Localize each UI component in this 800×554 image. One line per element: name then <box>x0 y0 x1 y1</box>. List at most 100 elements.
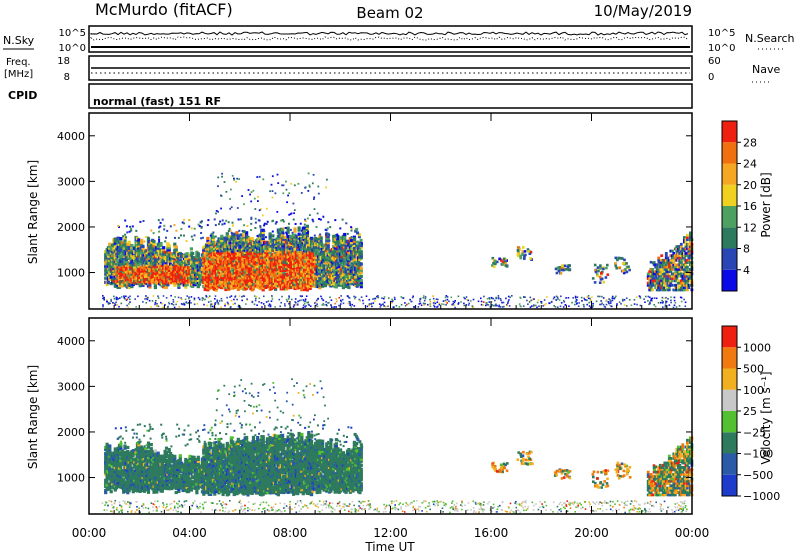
range-cell <box>117 225 120 228</box>
range-cell <box>177 296 180 299</box>
range-cell <box>145 257 149 261</box>
range-cell <box>127 279 131 283</box>
range-cell <box>391 299 394 302</box>
range-cell <box>498 305 500 308</box>
range-cell <box>236 238 240 242</box>
range-cell <box>325 303 327 306</box>
range-cell <box>652 263 656 267</box>
range-cell <box>264 236 267 239</box>
range-cell <box>327 221 330 224</box>
range-cell <box>495 296 497 299</box>
range-cell <box>658 270 662 274</box>
range-cell <box>302 299 305 301</box>
range-cell <box>613 297 616 300</box>
range-cell <box>581 300 583 302</box>
range-cell <box>511 295 513 297</box>
range-cell <box>323 281 327 286</box>
range-cell <box>345 222 348 225</box>
range-cell <box>209 247 213 251</box>
range-cell <box>243 224 246 227</box>
range-cell <box>347 249 351 253</box>
range-cell <box>294 223 297 225</box>
range-cell <box>268 250 272 254</box>
range-cell <box>211 235 216 239</box>
range-cell <box>605 266 608 270</box>
nsky-tick-top: 10^5 <box>59 28 86 39</box>
range-cell <box>350 240 354 245</box>
range-cell <box>314 302 316 304</box>
range-cell <box>664 279 668 283</box>
range-cell <box>257 200 259 202</box>
range-cell <box>127 240 131 244</box>
range-cell <box>200 232 203 234</box>
range-cell <box>381 303 384 306</box>
range-cell <box>328 233 331 236</box>
range-cell <box>615 295 617 298</box>
range-cell <box>229 207 232 210</box>
range-cell <box>587 297 590 300</box>
range-cell <box>192 264 196 268</box>
range-cell <box>429 305 432 308</box>
range-cell <box>276 173 279 176</box>
range-cell <box>185 240 188 242</box>
range-cell <box>271 295 273 298</box>
range-cell <box>145 236 148 238</box>
range-cell <box>119 237 123 241</box>
range-cell <box>119 239 123 243</box>
range-cell <box>192 256 196 260</box>
range-cell <box>488 297 491 299</box>
range-cell <box>663 261 667 264</box>
range-cell <box>661 263 665 267</box>
range-cell <box>250 191 253 193</box>
range-cell <box>484 304 487 307</box>
range-cell <box>575 303 578 305</box>
range-cell <box>125 225 128 228</box>
range-cell <box>120 241 124 245</box>
range-cell <box>112 279 116 283</box>
range-cell <box>301 282 305 286</box>
range-cell <box>188 219 191 222</box>
range-cell <box>258 209 261 212</box>
range-cell <box>239 233 243 237</box>
range-cell <box>574 297 577 299</box>
range-cell <box>336 241 340 245</box>
range-cell <box>297 234 301 238</box>
range-cell <box>609 299 611 301</box>
range-cell <box>495 305 497 307</box>
range-cell <box>231 174 234 177</box>
range-cell <box>337 271 341 275</box>
range-cell <box>558 299 561 301</box>
range-cell <box>658 261 662 264</box>
range-cell <box>321 304 323 306</box>
range-cell <box>593 281 597 284</box>
range-cell <box>661 274 665 278</box>
range-cell <box>648 286 652 289</box>
range-cell <box>395 304 398 307</box>
range-cell <box>551 300 553 303</box>
range-cell <box>657 272 661 276</box>
range-cell <box>156 304 158 307</box>
range-cell <box>328 239 331 242</box>
range-cell <box>368 303 371 305</box>
range-cell <box>229 229 232 232</box>
range-cell <box>518 248 522 251</box>
range-cell <box>557 269 561 273</box>
range-cell <box>142 220 145 222</box>
range-cell <box>660 258 664 262</box>
range-cell <box>588 305 591 307</box>
range-cell <box>247 282 251 286</box>
range-cell <box>279 270 283 274</box>
range-cell <box>274 222 277 225</box>
range-cell <box>356 231 360 235</box>
range-cell <box>655 279 659 283</box>
range-cell <box>152 242 156 246</box>
range-cell <box>655 270 659 274</box>
range-cell <box>308 185 311 188</box>
range-cell <box>312 220 315 223</box>
range-cell <box>201 297 204 299</box>
range-cell <box>262 303 265 305</box>
range-cell <box>112 301 114 304</box>
range-cell <box>648 281 652 285</box>
range-cell <box>152 240 156 244</box>
range-cell <box>655 268 659 271</box>
